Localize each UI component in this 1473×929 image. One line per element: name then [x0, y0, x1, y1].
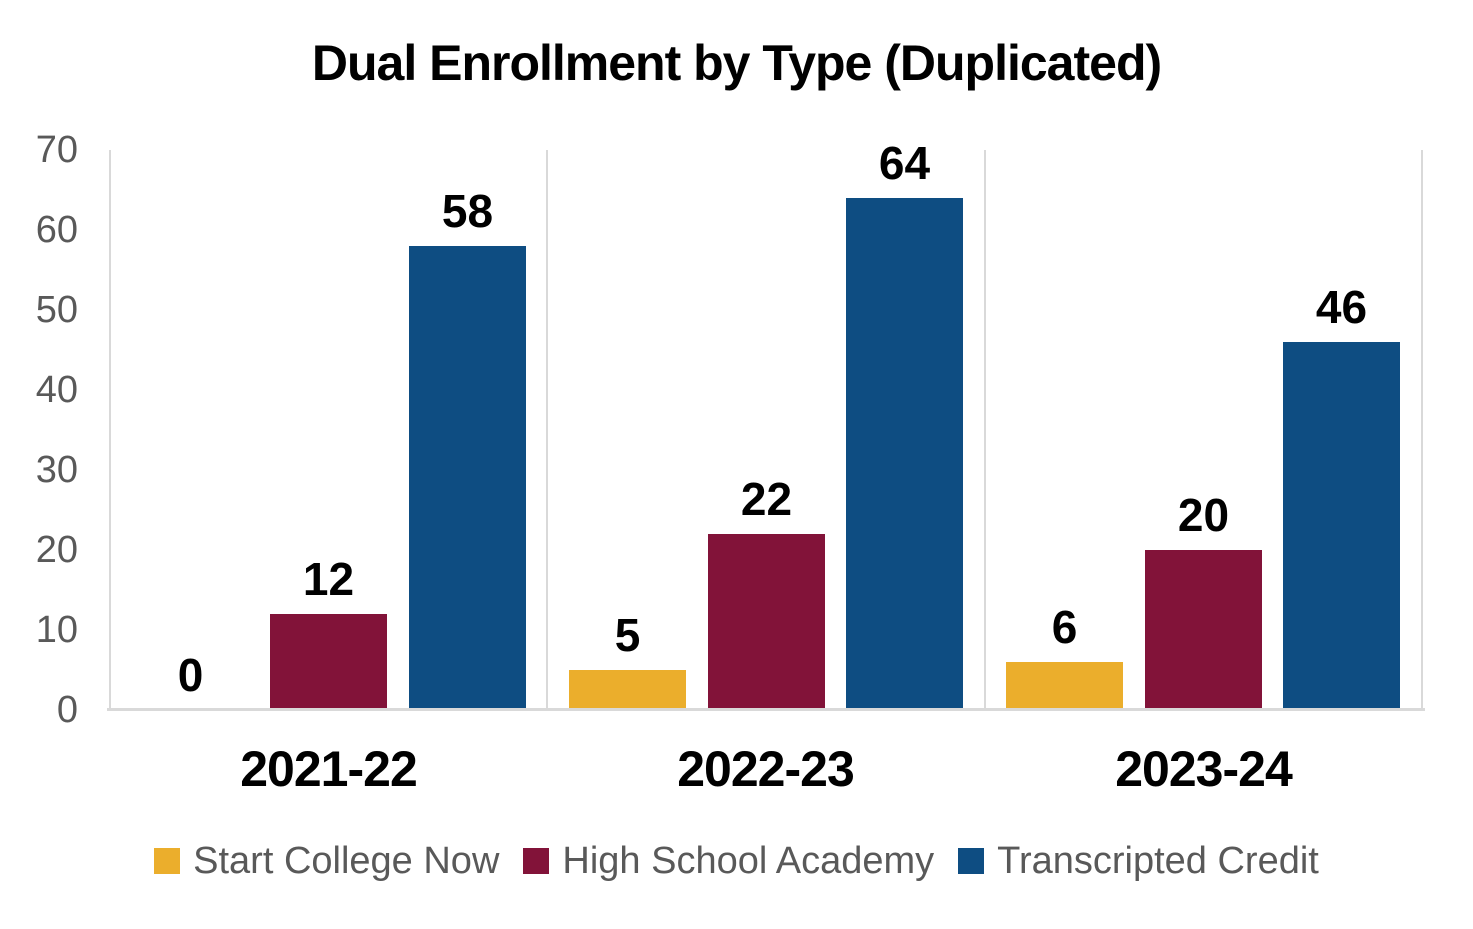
bar-value-label: 20: [1177, 489, 1230, 541]
bar-value-label: 64: [878, 137, 931, 189]
legend-swatch-icon: [154, 848, 181, 874]
x-axis-category-label: 2022-23: [677, 741, 855, 797]
bar-transcripted-credit: [1283, 342, 1400, 710]
bar-value-label: 22: [740, 473, 793, 525]
x-axis-line: [107, 708, 1425, 711]
x-axis-category-label: 2021-22: [240, 741, 418, 797]
bar-value-label: 0: [177, 649, 204, 701]
chart-title: Dual Enrollment by Type (Duplicated): [311, 35, 1162, 91]
category-separator-gridline: [109, 150, 111, 710]
y-axis-tick-label: 10: [35, 609, 78, 651]
bar-value-label: 12: [302, 553, 355, 605]
legend: Start College Now High School Academy Tran…: [0, 838, 1473, 884]
bar-value-label: 6: [1051, 601, 1078, 653]
y-axis-tick-label: 70: [35, 129, 78, 171]
legend-label: Transcripted Credit: [997, 839, 1319, 882]
y-axis-tick-label: 0: [56, 689, 78, 731]
x-axis-category-label: 2023-24: [1115, 741, 1293, 797]
y-axis-tick-label: 50: [35, 289, 78, 331]
bar-high-school-academy: [708, 534, 825, 710]
legend-item-high-school-academy: High School Academy: [523, 840, 934, 883]
y-axis-tick-label: 60: [35, 209, 78, 251]
bar-start-college-now: [569, 670, 686, 710]
bar-value-label: 5: [614, 609, 641, 661]
category-separator-gridline: [546, 150, 548, 710]
legend-label: Start College Now: [193, 839, 500, 882]
bar-transcripted-credit: [409, 246, 526, 710]
legend-item-start-college-now: Start College Now: [154, 840, 499, 883]
legend-label: High School Academy: [562, 839, 935, 882]
bar-value-label: 58: [441, 185, 494, 237]
y-axis-tick-label: 30: [35, 449, 78, 491]
bar-high-school-academy: [1145, 550, 1262, 710]
legend-swatch-icon: [523, 848, 550, 874]
bar-transcripted-credit: [846, 198, 963, 710]
category-separator-gridline: [1421, 150, 1423, 710]
y-axis-tick-label: 20: [35, 529, 78, 571]
y-axis-tick-label: 40: [35, 369, 78, 411]
bar-high-school-academy: [270, 614, 387, 710]
legend-item-transcripted-credit: Transcripted Credit: [958, 840, 1319, 883]
category-separator-gridline: [984, 150, 986, 710]
plot-area: [109, 150, 1423, 710]
bar-start-college-now: [1006, 662, 1123, 710]
bar-value-label: 46: [1315, 281, 1368, 333]
legend-swatch-icon: [958, 848, 985, 874]
